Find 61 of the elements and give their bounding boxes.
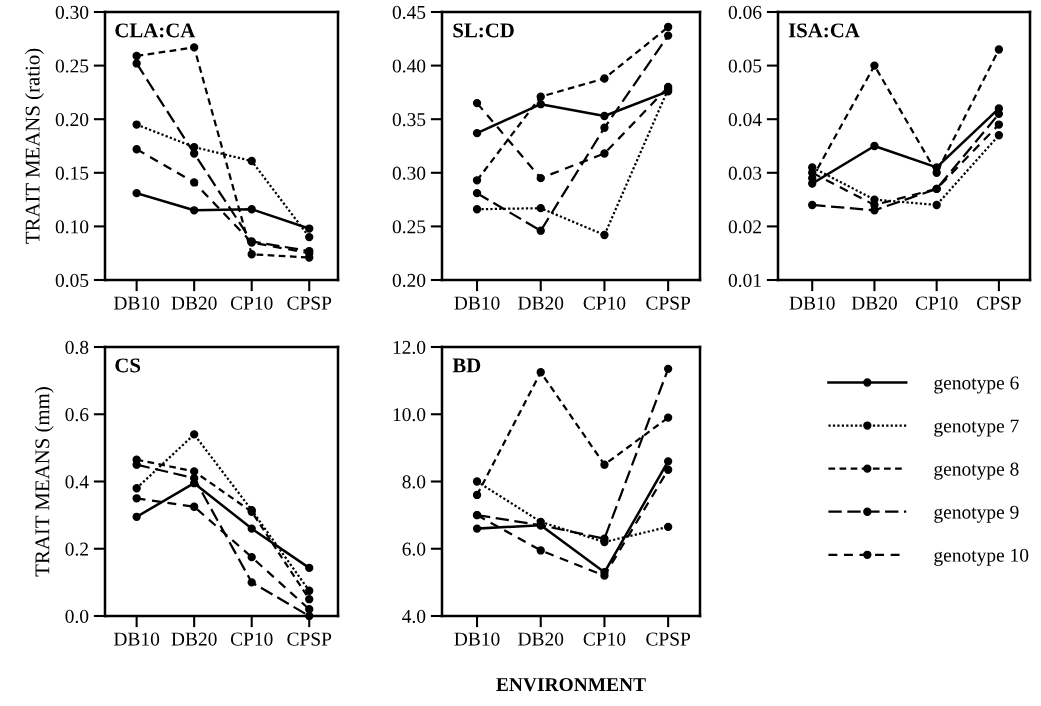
y-tick-label: 0.25: [55, 59, 89, 73]
y-tick-label: 0.0: [65, 609, 89, 624]
y-tick-label: 0.20: [392, 273, 426, 288]
y-tick-label: 0.30: [55, 5, 89, 20]
y-tick-label: 0.01: [728, 273, 761, 288]
y-tick-label: 0.25: [392, 220, 426, 234]
x-tick-label: CPSP: [976, 296, 1021, 310]
x-tick-label: DB10: [113, 296, 160, 310]
y-tick-label: 4.0: [402, 609, 426, 624]
y-axis-title: TRAIT MEANS (mm): [34, 387, 54, 577]
x-tick-label: CPSP: [646, 296, 691, 310]
y-tick-label: 12.0: [393, 340, 426, 355]
x-tick-label: DB10: [789, 296, 835, 310]
x-tick-label: CP10: [915, 296, 958, 310]
x-tick-label: DB20: [171, 632, 217, 646]
y-tick-label: 8.0: [402, 475, 426, 489]
y-tick-label: 0.40: [392, 59, 426, 73]
x-axis-title: ENVIRONMENT: [496, 678, 646, 692]
y-tick-label: 0.15: [55, 166, 89, 180]
y-tick-label: 0.05: [55, 273, 89, 288]
legend-label: genotype 8: [934, 462, 1019, 480]
y-tick-label: 0.10: [55, 220, 89, 234]
x-tick-label: CPSP: [646, 632, 691, 646]
legend-label: genotype 7: [934, 419, 1019, 437]
chart-title: CLA:CA: [115, 23, 196, 38]
legend-label: genotype 6: [934, 376, 1019, 394]
y-tick-label: 0.6: [65, 408, 89, 422]
legend-label: genotype 9: [934, 505, 1019, 523]
x-tick-label: CP10: [583, 632, 626, 646]
y-tick-label: 6.0: [402, 542, 426, 556]
x-tick-label: CP10: [230, 296, 273, 310]
y-axis-title: TRAIT MEANS (ratio): [25, 48, 44, 244]
chart-title: BD: [452, 358, 481, 373]
y-tick-label: 0.35: [392, 113, 426, 127]
y-tick-label: 10.0: [393, 408, 426, 422]
y-tick-label: 0.04: [728, 113, 762, 127]
y-tick-label: 0.8: [65, 340, 89, 355]
legend-label: genotype 10: [934, 548, 1029, 566]
x-tick-label: DB10: [454, 296, 500, 310]
x-tick-label: CPSP: [287, 632, 332, 646]
x-tick-label: DB20: [518, 296, 564, 310]
chart-title: CS: [115, 358, 141, 373]
y-tick-label: 0.02: [728, 220, 761, 234]
y-tick-label: 0.45: [392, 5, 426, 20]
x-tick-label: DB10: [454, 632, 500, 646]
y-tick-label: 0.4: [65, 475, 89, 489]
y-tick-label: 0.20: [55, 113, 89, 127]
chart-title: SL:CD: [453, 23, 514, 38]
y-tick-label: 0.05: [728, 59, 762, 73]
x-tick-label: CP10: [583, 296, 626, 310]
x-tick-label: DB20: [518, 632, 564, 646]
y-tick-label: 0.30: [392, 166, 426, 180]
x-tick-label: DB10: [113, 632, 160, 646]
x-tick-label: CP10: [230, 632, 273, 646]
x-tick-label: DB20: [851, 296, 897, 310]
y-tick-label: 0.06: [728, 5, 762, 20]
y-tick-label: 0.03: [728, 166, 762, 180]
x-tick-label: CPSP: [287, 296, 332, 310]
x-tick-label: DB20: [171, 296, 217, 310]
chart-title: ISA:CA: [788, 23, 860, 38]
y-tick-label: 0.2: [65, 542, 88, 556]
